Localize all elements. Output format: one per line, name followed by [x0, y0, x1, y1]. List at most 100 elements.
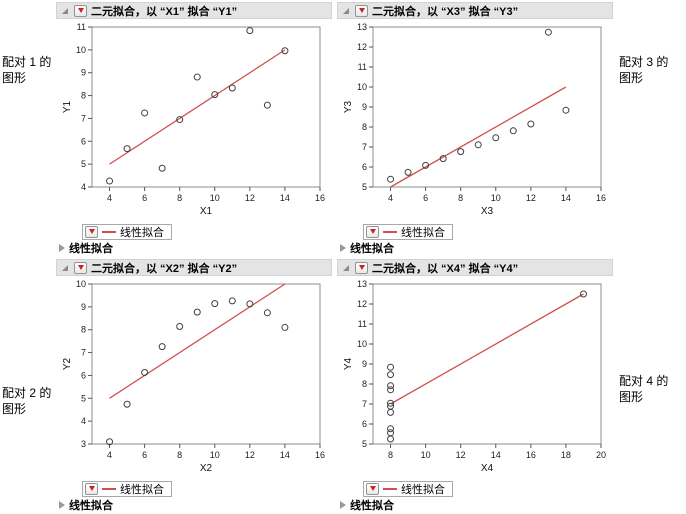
svg-text:9: 9 [362, 359, 367, 369]
svg-text:7: 7 [81, 113, 86, 123]
disclosure-closed-icon[interactable] [59, 500, 65, 509]
panel-title-bar: 二元拟合，以 “X3” 拟合 “Y3” [337, 2, 613, 19]
fit-line-swatch [383, 230, 397, 233]
disclosure-closed-icon[interactable] [59, 243, 65, 252]
svg-text:16: 16 [596, 193, 606, 203]
svg-text:7: 7 [81, 348, 86, 358]
disclosure-closed-icon[interactable] [340, 500, 346, 509]
svg-text:18: 18 [561, 450, 571, 460]
red-triangle-menu-button[interactable] [85, 225, 98, 238]
section-label: 线性拟合 [350, 499, 394, 512]
disclosure-open-icon[interactable] [341, 263, 351, 273]
panel-title: 二元拟合，以 “X3” 拟合 “Y3” [372, 5, 519, 18]
scatter-plot-y3-x3: 4 6 8 10 12 14 16 5 6 7 8 9 10 11 12 13 X3 Y3 [343, 22, 606, 217]
svg-text:10: 10 [357, 82, 367, 92]
fit-legend: 线性拟合 [82, 223, 172, 240]
svg-text:6: 6 [423, 193, 428, 203]
red-triangle-menu-button[interactable] [366, 482, 379, 495]
panel-title-bar: 二元拟合，以 “X1” 拟合 “Y1” [56, 2, 332, 19]
fit-legend: 线性拟合 [363, 223, 453, 240]
linear-fit-section-header[interactable]: 线性拟合 [56, 496, 332, 512]
annotation-pair2: 配对 2 的 图形 [2, 386, 52, 416]
linear-fit-section-header[interactable]: 线性拟合 [337, 239, 613, 255]
svg-text:6: 6 [142, 450, 147, 460]
red-triangle-menu-button[interactable] [74, 261, 87, 274]
disclosure-open-icon[interactable] [341, 6, 351, 16]
red-triangle-menu-button[interactable] [74, 4, 87, 17]
fit-line-swatch [383, 487, 397, 490]
svg-text:8: 8 [177, 193, 182, 203]
svg-text:Y1: Y1 [62, 100, 73, 113]
svg-text:16: 16 [315, 450, 325, 460]
scatter-plot-y1-x1: 4 6 8 10 12 14 16 4 5 6 7 8 9 10 11 X1 Y1 [62, 22, 325, 217]
svg-text:5: 5 [362, 439, 367, 449]
svg-text:16: 16 [315, 193, 325, 203]
svg-text:6: 6 [362, 162, 367, 172]
panel-title: 二元拟合，以 “X4” 拟合 “Y4” [372, 262, 519, 275]
red-triangle-menu-button[interactable] [355, 261, 368, 274]
report-row-bottom: 二元拟合，以 “X2” 拟合 “Y2” 4 6 8 10 12 14 16 3 4 5 6 7 8 9 10… [56, 259, 613, 512]
red-triangle-menu-button[interactable] [85, 482, 98, 495]
fit-legend-label: 线性拟合 [120, 226, 164, 239]
fit-line-swatch [102, 487, 116, 490]
svg-text:10: 10 [210, 193, 220, 203]
fit-legend-label: 线性拟合 [401, 226, 445, 239]
section-label: 线性拟合 [69, 242, 113, 255]
svg-text:Y4: Y4 [343, 357, 354, 370]
svg-text:9: 9 [81, 68, 86, 78]
red-triangle-icon [88, 229, 95, 234]
disclosure-open-icon[interactable] [60, 263, 70, 273]
plot-area: 8 10 12 14 16 18 20 5 6 7 8 9 10 11 12 13 X4 Y4 [337, 276, 613, 476]
svg-text:Y2: Y2 [62, 357, 73, 370]
panel-bivariate-y4-x4: 二元拟合，以 “X4” 拟合 “Y4” 8 10 12 14 16 18 20 5 6 7 8 9 10… [337, 259, 613, 512]
svg-text:9: 9 [81, 302, 86, 312]
linear-fit-section-header[interactable]: 线性拟合 [56, 239, 332, 255]
svg-text:12: 12 [456, 450, 466, 460]
red-triangle-icon [88, 486, 95, 491]
svg-text:5: 5 [362, 182, 367, 192]
red-triangle-menu-button[interactable] [355, 4, 368, 17]
red-triangle-menu-button[interactable] [366, 225, 379, 238]
section-label: 线性拟合 [69, 499, 113, 512]
disclosure-open-icon[interactable] [60, 6, 70, 16]
svg-text:X2: X2 [200, 463, 213, 474]
svg-text:3: 3 [81, 439, 86, 449]
svg-text:4: 4 [81, 416, 86, 426]
annotation-pair3: 配对 3 的 图形 [619, 55, 669, 85]
red-triangle-icon [77, 8, 84, 13]
svg-text:10: 10 [76, 279, 86, 289]
svg-text:5: 5 [81, 393, 86, 403]
svg-text:4: 4 [107, 450, 112, 460]
svg-text:6: 6 [362, 419, 367, 429]
svg-text:7: 7 [362, 399, 367, 409]
svg-text:12: 12 [357, 42, 367, 52]
svg-text:12: 12 [357, 299, 367, 309]
jmp-report-area: 二元拟合，以 “X1” 拟合 “Y1” 4 6 8 10 12 14 16 4 5 6 7 8 9 10 1… [56, 2, 613, 512]
svg-text:8: 8 [177, 450, 182, 460]
svg-text:X4: X4 [481, 463, 494, 474]
panel-title-bar: 二元拟合，以 “X2” 拟合 “Y2” [56, 259, 332, 276]
linear-fit-section-header[interactable]: 线性拟合 [337, 496, 613, 512]
svg-text:4: 4 [388, 193, 393, 203]
fit-legend: 线性拟合 [363, 480, 453, 497]
svg-text:4: 4 [81, 182, 86, 192]
svg-text:8: 8 [362, 379, 367, 389]
plot-area: 4 6 8 10 12 14 16 4 5 6 7 8 9 10 11 X1 Y1 [56, 19, 332, 219]
svg-text:10: 10 [357, 339, 367, 349]
svg-text:11: 11 [358, 62, 367, 72]
svg-text:14: 14 [491, 450, 501, 460]
svg-text:X3: X3 [481, 206, 494, 217]
svg-text:10: 10 [210, 450, 220, 460]
fit-legend-label: 线性拟合 [401, 483, 445, 496]
svg-text:20: 20 [596, 450, 606, 460]
svg-text:8: 8 [388, 450, 393, 460]
svg-text:10: 10 [421, 450, 431, 460]
svg-text:12: 12 [245, 193, 255, 203]
panel-bivariate-y2-x2: 二元拟合，以 “X2” 拟合 “Y2” 4 6 8 10 12 14 16 3 4 5 6 7 8 9 10… [56, 259, 332, 512]
svg-text:16: 16 [526, 450, 536, 460]
svg-text:6: 6 [81, 136, 86, 146]
svg-text:12: 12 [245, 450, 255, 460]
svg-text:11: 11 [77, 22, 86, 32]
disclosure-closed-icon[interactable] [340, 243, 346, 252]
svg-text:X1: X1 [200, 206, 213, 217]
